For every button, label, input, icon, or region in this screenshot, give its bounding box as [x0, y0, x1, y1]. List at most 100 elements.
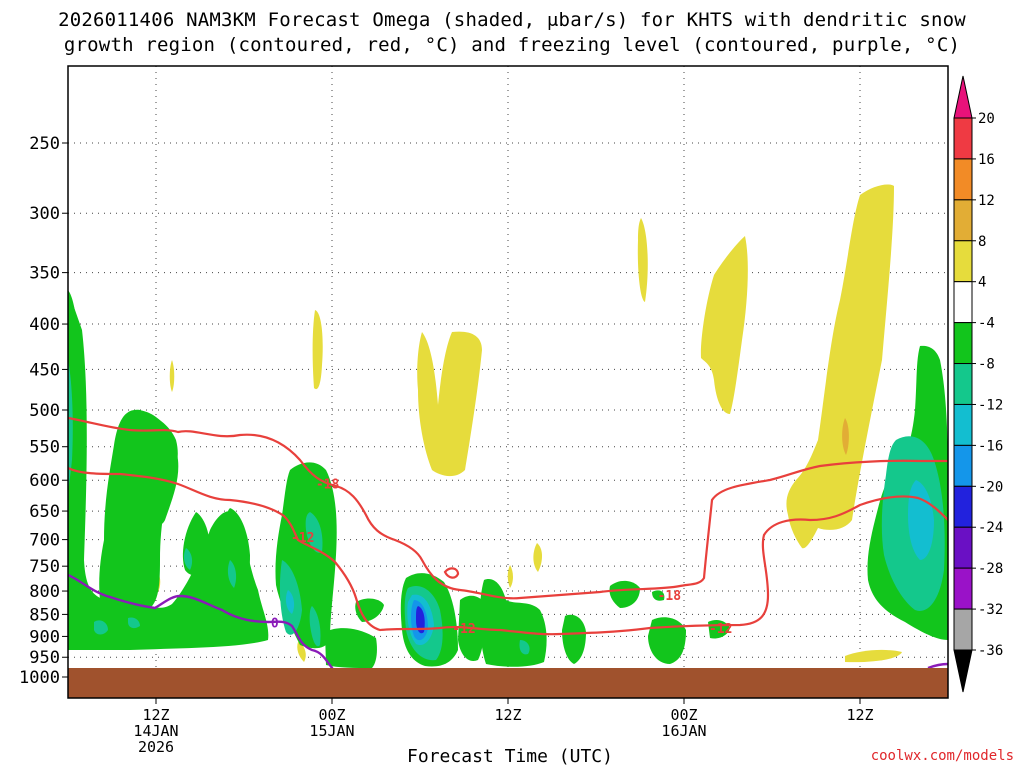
y-tick-label: 400	[29, 315, 60, 335]
omega-region-yellow	[417, 331, 482, 477]
y-tick-label: 450	[29, 360, 60, 380]
colorbar-top-arrow	[953, 75, 973, 119]
colorbar-swatch	[953, 322, 973, 365]
omega-region-yellow	[312, 310, 323, 390]
colorbar-swatch	[953, 363, 973, 405]
colorbar-legend: 20 16 12 8 4 -4 -8 -12 -16 -20 -24 -28 -32 -36	[953, 75, 1003, 693]
colorbar-swatch	[953, 281, 973, 324]
omega-region-green	[562, 614, 586, 664]
colorbar-swatch	[953, 444, 973, 487]
contour-dendritic-minus12	[68, 466, 948, 636]
contour-label: 0	[271, 616, 279, 631]
omega-region-teal	[305, 512, 323, 553]
credit-text: coolwx.com/models	[870, 748, 1014, 764]
x-tick-label: 12Z	[142, 706, 169, 724]
omega-region-cyan	[285, 590, 295, 614]
omega-region-teal	[94, 620, 108, 635]
contour-label: -12	[291, 531, 314, 546]
shaded-omega-field	[68, 184, 948, 698]
y-tick-label: 650	[29, 502, 60, 522]
colorbar-label: -8	[978, 357, 995, 373]
omega-region-yellow	[637, 218, 648, 302]
x-tick-year-label: 2026	[138, 738, 174, 756]
y-tick-label: 600	[29, 471, 60, 491]
colorbar-label: 20	[978, 111, 995, 127]
omega-region-green	[652, 590, 665, 601]
y-tick-label: 300	[29, 204, 60, 224]
colorbar-label: 16	[978, 152, 995, 168]
colorbar-swatch	[953, 158, 973, 201]
omega-region-yellow	[845, 649, 902, 663]
omega-region-darkblue	[416, 606, 425, 634]
colorbar-label: -36	[978, 643, 1003, 659]
omega-region-yellow	[700, 236, 748, 414]
colorbar-label: -24	[978, 520, 1003, 536]
omega-region-green	[609, 580, 640, 608]
colorbar-label: -16	[978, 438, 1003, 454]
colorbar-label: 4	[978, 275, 986, 291]
y-tick-label: 750	[29, 557, 60, 577]
contour-label: -12	[709, 622, 732, 637]
chart-title-line2: growth region (contoured, red, °C) and f…	[63, 34, 961, 56]
contour-label: -12	[452, 622, 475, 637]
y-tick-label: 850	[29, 605, 60, 625]
omega-region-teal	[183, 548, 193, 570]
colorbar-swatch	[953, 608, 973, 651]
x-axis-title: Forecast Time (UTC)	[407, 746, 613, 767]
omega-region-yellow	[533, 543, 543, 572]
omega-region-green	[68, 290, 269, 650]
contour-dendritic-minus18	[68, 416, 948, 600]
x-tick-date-label: 14JAN	[133, 722, 178, 740]
omega-region-green	[648, 617, 686, 664]
x-tick-label: 12Z	[846, 706, 873, 724]
colorbar-swatch	[953, 526, 973, 569]
colorbar-swatch	[953, 403, 973, 446]
omega-region-teal	[128, 617, 140, 629]
omega-region-green	[325, 628, 377, 668]
colorbar-swatch	[953, 485, 973, 528]
colorbar-label: 12	[978, 193, 995, 209]
x-tick-date-label: 15JAN	[309, 722, 354, 740]
y-tick-label: 500	[29, 401, 60, 421]
colorbar-label: -12	[978, 397, 1003, 413]
omega-region-yellow	[297, 642, 306, 662]
colorbar-label: 8	[978, 234, 986, 250]
colorbar-bottom-arrow	[953, 649, 973, 693]
x-tick-label: 12Z	[494, 706, 521, 724]
omega-region-green	[479, 579, 547, 667]
y-tick-label: 950	[29, 648, 60, 668]
omega-region-yellow	[169, 360, 175, 392]
contour-labels: -18 -12 -18 -12 -12 0	[271, 477, 733, 636]
x-tick-label: 00Z	[670, 706, 697, 724]
contour-dendritic-small	[443, 567, 460, 579]
y-tick-label: 550	[29, 438, 60, 458]
chart-title-line1: 2026011406 NAM3KM Forecast Omega (shaded…	[58, 9, 966, 31]
colorbar-swatch	[953, 199, 973, 242]
omega-region-green	[134, 410, 179, 525]
omega-region-teal	[519, 640, 530, 655]
omega-region-teal	[309, 606, 321, 647]
colorbar-swatch	[953, 567, 973, 610]
y-tick-label: 800	[29, 582, 60, 602]
colorbar-label: -20	[978, 479, 1003, 495]
omega-region-green	[222, 508, 250, 605]
x-tick-date-label: 16JAN	[661, 722, 706, 740]
omega-region-yellow	[507, 565, 513, 588]
colorbar-label: -4	[978, 316, 995, 332]
omega-region-yellow	[786, 184, 894, 549]
colorbar-swatch	[953, 240, 973, 283]
contour-freezing-level-right	[927, 662, 948, 670]
colorbar-swatch	[953, 117, 973, 160]
contour-label: -18	[316, 477, 340, 492]
colorbar-label: -28	[978, 561, 1003, 577]
contour-freezing-level	[68, 573, 337, 675]
ground-surface	[68, 668, 948, 698]
colorbar-label: -32	[978, 602, 1003, 618]
omega-region-green	[68, 290, 178, 612]
omega-region-cyan	[908, 480, 934, 560]
omega-region-orange	[842, 418, 849, 455]
y-tick-label: 900	[29, 627, 60, 647]
y-tick-label: 700	[29, 531, 60, 551]
